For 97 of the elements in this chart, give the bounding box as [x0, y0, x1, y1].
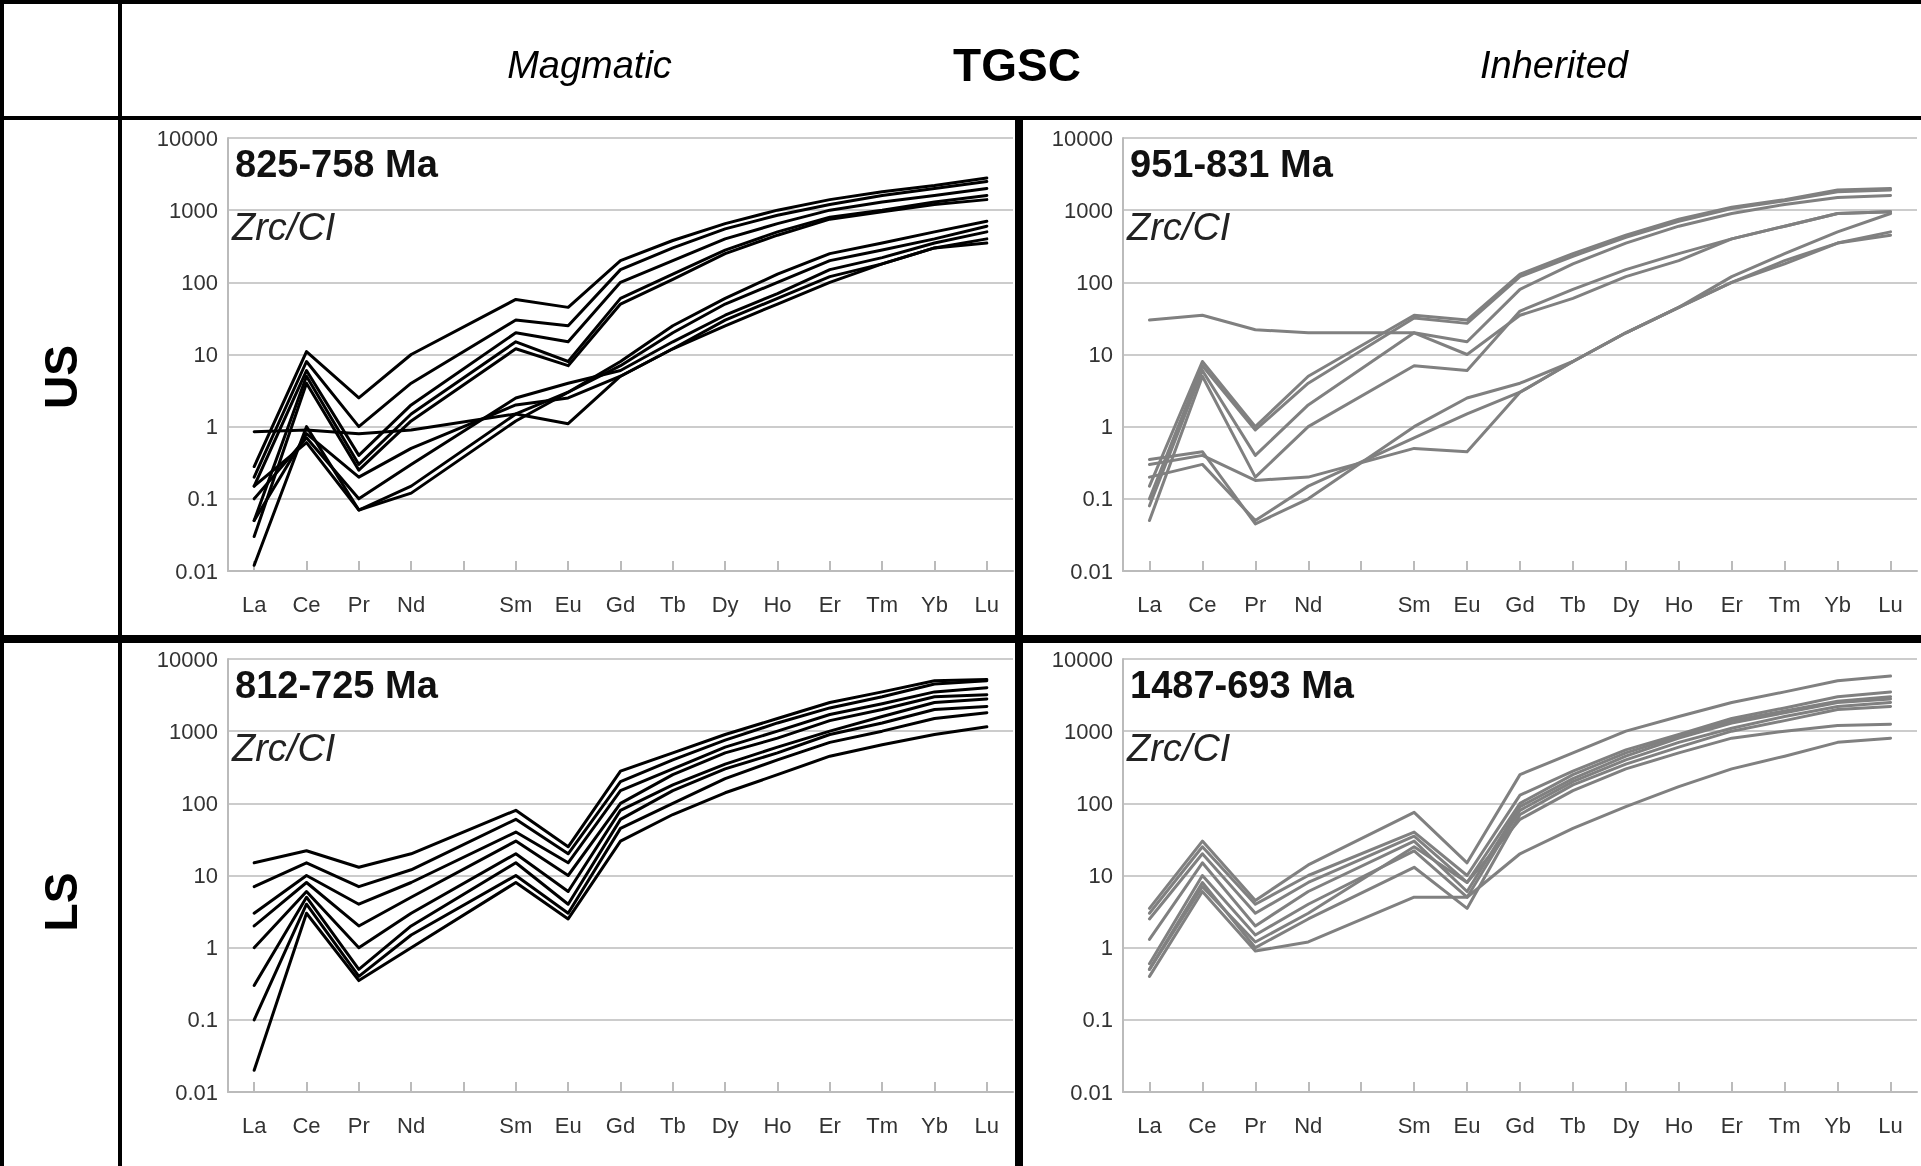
x-tick-label: Tm — [1768, 1112, 1801, 1138]
x-tick-label: Lu — [974, 591, 1000, 617]
y-tick-label: 1000 — [169, 718, 218, 744]
x-tick-label: La — [1137, 591, 1163, 617]
x-tick-label: Sm — [1397, 1112, 1431, 1138]
y-tick-label: 10000 — [156, 646, 218, 672]
y-tick-label: 1 — [205, 935, 218, 961]
y-tick-label: 0.01 — [1070, 1079, 1113, 1105]
x-tick-label: La — [241, 591, 268, 617]
x-tick-label: Eu — [554, 1112, 582, 1138]
x-tick-label: Dy — [711, 1112, 739, 1138]
x-tick-label: Er — [1720, 591, 1743, 617]
y-tick-label: 0.01 — [175, 1079, 218, 1105]
x-tick-label: Tb — [1560, 1112, 1586, 1138]
x-tick-label: Yb — [1824, 1112, 1852, 1138]
y-tick-label: 1000 — [1064, 197, 1113, 223]
y-tick-label: 1 — [1100, 414, 1113, 440]
annotation: Zrc/CI — [231, 206, 336, 248]
chart-title: 951-831 Ma — [1130, 143, 1334, 185]
annotation: Zrc/CI — [1126, 206, 1231, 248]
annotation: Zrc/CI — [231, 727, 336, 769]
y-tick-label: 10000 — [1051, 125, 1113, 151]
x-tick-label: Tm — [866, 591, 899, 617]
x-tick-label: Gd — [605, 1112, 636, 1138]
x-tick-label: La — [1137, 1112, 1163, 1138]
y-tick-label: 10000 — [1051, 646, 1113, 672]
y-tick-label: 0.01 — [1070, 558, 1113, 584]
x-tick-label: Nd — [397, 1112, 426, 1138]
x-tick-label: Lu — [974, 1112, 1000, 1138]
y-tick-label: 0.1 — [187, 486, 218, 512]
text: Inherited — [1479, 44, 1630, 87]
x-tick-label: Dy — [1612, 591, 1640, 617]
x-tick-label: Ho — [763, 1112, 792, 1138]
x-tick-label: Lu — [1878, 1112, 1903, 1138]
y-tick-label: 0.1 — [1082, 1007, 1113, 1033]
y-tick-label: 100 — [181, 790, 218, 816]
x-tick-label: Ce — [292, 591, 321, 617]
x-tick-label: Tb — [1560, 591, 1586, 617]
x-tick-label: Lu — [1878, 591, 1903, 617]
x-tick-label: Eu — [1453, 591, 1481, 617]
x-tick-label: Gd — [1505, 1112, 1535, 1138]
x-tick-label: Ho — [763, 591, 792, 617]
x-tick-label: Gd — [605, 591, 636, 617]
y-tick-label: 1 — [205, 414, 218, 440]
y-tick-label: 0.01 — [175, 558, 218, 584]
x-tick-label: Ho — [1664, 591, 1693, 617]
x-tick-label: Yb — [921, 591, 948, 617]
x-tick-label: Yb — [921, 1112, 948, 1138]
y-tick-label: 10 — [193, 342, 218, 367]
y-tick-label: 100 — [1076, 790, 1113, 816]
x-tick-label: Er — [818, 591, 841, 617]
annotation: Zrc/CI — [1126, 727, 1231, 769]
x-tick-label: Nd — [1294, 591, 1323, 617]
y-tick-label: 0.1 — [1082, 486, 1113, 512]
x-tick-label: Pr — [1244, 1112, 1267, 1138]
x-tick-label: Nd — [1294, 1112, 1323, 1138]
y-tick-label: 100 — [181, 269, 218, 295]
x-tick-label: Ce — [1188, 1112, 1217, 1138]
x-tick-label: Ce — [292, 1112, 321, 1138]
y-tick-label: 0.1 — [187, 1007, 218, 1033]
x-tick-label: Dy — [711, 591, 739, 617]
x-tick-label: Tb — [659, 591, 686, 617]
y-tick-label: 10000 — [156, 125, 218, 151]
x-tick-label: Tb — [659, 1112, 686, 1138]
y-tick-label: 10 — [1088, 342, 1113, 367]
x-tick-label: Tm — [1768, 591, 1801, 617]
y-tick-label: 1 — [1100, 935, 1113, 961]
text: US — [34, 343, 88, 411]
x-tick-label: Sm — [1397, 591, 1431, 617]
x-tick-label: Er — [1720, 1112, 1743, 1138]
x-tick-label: Eu — [554, 591, 582, 617]
chart-title: 1487-693 Ma — [1130, 664, 1355, 706]
x-tick-label: Sm — [499, 591, 533, 617]
chart-title: 825-758 Ma — [235, 143, 439, 185]
y-tick-label: 1000 — [169, 197, 218, 223]
text: TGSC — [952, 38, 1082, 92]
x-tick-label: Ce — [1188, 591, 1217, 617]
text: Magmatic — [506, 44, 673, 87]
text: LS — [34, 871, 88, 933]
x-tick-label: Dy — [1612, 1112, 1640, 1138]
x-tick-label: Pr — [1244, 591, 1267, 617]
y-tick-label: 10 — [193, 863, 218, 888]
y-tick-label: 100 — [1076, 269, 1113, 295]
x-tick-label: Nd — [397, 591, 426, 617]
x-tick-label: Gd — [1505, 591, 1535, 617]
chart-title: 812-725 Ma — [235, 664, 439, 706]
x-tick-label: Yb — [1824, 591, 1852, 617]
x-tick-label: Pr — [347, 1112, 370, 1138]
x-tick-label: Er — [818, 1112, 841, 1138]
x-tick-label: La — [241, 1112, 268, 1138]
x-tick-label: Tm — [866, 1112, 899, 1138]
x-tick-label: Pr — [347, 591, 370, 617]
y-tick-label: 10 — [1088, 863, 1113, 888]
x-tick-label: Ho — [1664, 1112, 1693, 1138]
y-tick-label: 1000 — [1064, 718, 1113, 744]
x-tick-label: Eu — [1453, 1112, 1481, 1138]
x-tick-label: Sm — [499, 1112, 533, 1138]
